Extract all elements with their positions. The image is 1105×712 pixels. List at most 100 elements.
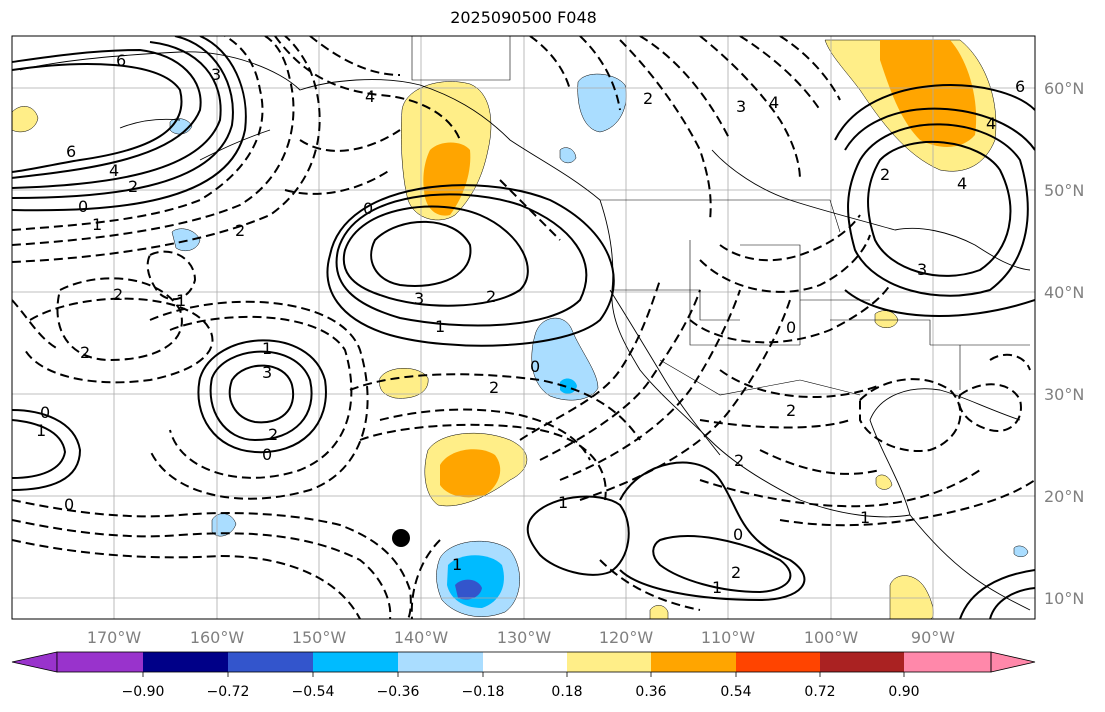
contour-label: 1 — [712, 578, 722, 597]
colorbar-segment — [567, 652, 651, 672]
contour-label: 2 — [880, 165, 890, 184]
lon-label-110w: 110°W — [701, 628, 756, 647]
colorbar-tick-label: −0.54 — [292, 684, 335, 700]
contour-label: 3 — [736, 97, 746, 116]
colorbar-tick-label: 0.36 — [635, 684, 666, 700]
contour-label: 0 — [530, 357, 540, 376]
colorbar-segment — [313, 652, 398, 672]
contour-label: 3 — [917, 260, 927, 279]
colorbar-extend-high — [990, 651, 1036, 673]
colorbar-tick-label: −0.18 — [462, 684, 505, 700]
contour-label: 1 — [435, 317, 445, 336]
lon-label-140w: 140°W — [394, 628, 449, 647]
colorbar-segment — [651, 652, 736, 672]
shade-yellow-small-4 — [875, 474, 893, 490]
colorbar-tick-label: −0.90 — [122, 684, 165, 700]
colorbar-segment — [398, 652, 483, 672]
contour-label: 3 — [414, 289, 424, 308]
contour-label: 2 — [731, 563, 741, 582]
lat-label-10n: 10°N — [1044, 589, 1084, 608]
contour-label: 0 — [78, 197, 88, 216]
lon-label-170w: 170°W — [87, 628, 142, 647]
shade-blue-small-1 — [171, 228, 201, 251]
colorbar-tick-label: 0.72 — [804, 684, 835, 700]
contour-label: 0 — [786, 318, 796, 337]
contour-label: 1 — [92, 215, 102, 234]
contour-label: 2 — [734, 451, 744, 470]
shade-blue-small-5 — [1013, 545, 1029, 557]
coastlines — [19, 51, 1031, 611]
contour-label: 2 — [113, 285, 123, 304]
contour-label: 2 — [80, 343, 90, 362]
lon-label-90w: 90°W — [911, 628, 955, 647]
contour-label: 0 — [733, 525, 743, 544]
storm-center-marker — [392, 529, 410, 547]
shade-blue-small-4 — [559, 147, 577, 164]
colorbar-segment — [736, 652, 820, 672]
shade-royal-tropic — [455, 579, 482, 600]
contour-label: 4 — [365, 87, 375, 106]
dashed-contours — [12, 36, 1035, 619]
contour-label: 2 — [268, 425, 278, 444]
map-frame — [11, 35, 1036, 620]
map-title: 2025090500 F048 — [450, 8, 597, 27]
contour-label: 1 — [452, 555, 462, 574]
shade-yellow-small-2 — [12, 106, 39, 133]
colorbar-segment — [820, 652, 904, 672]
contour-label: 2 — [643, 89, 653, 108]
shaded-anomalies — [12, 39, 1029, 619]
contour-label: 1 — [36, 421, 46, 440]
colorbar-ticks — [142, 672, 905, 677]
longitude-labels: 170°W 160°W 150°W 140°W 130°W 120°W 110°… — [87, 628, 955, 647]
contour-label: 6 — [116, 51, 126, 70]
contour-label: 0 — [64, 495, 74, 514]
contour-label: 3 — [262, 363, 272, 382]
lon-label-160w: 160°W — [190, 628, 245, 647]
contour-label: 0 — [262, 445, 272, 464]
contour-label: 4 — [957, 174, 967, 193]
contour-labels: 6 4 2 0 1 3 6 4 3 2 1 0 2 1 3 2 1 0 2 0 … — [36, 51, 1025, 597]
colorbar-tick-label: 0.18 — [551, 684, 582, 700]
gridlines — [12, 36, 1035, 619]
colorbar-segment — [904, 652, 991, 672]
lon-label-100w: 100°W — [804, 628, 859, 647]
colorbar-tick-label: 0.54 — [720, 684, 751, 700]
colorbar-extend-low — [11, 651, 58, 673]
lat-label-30n: 30°N — [1044, 385, 1084, 404]
contour-label: 2 — [128, 177, 138, 196]
contour-label: 2 — [786, 401, 796, 420]
latitude-labels: 60°N 50°N 40°N 30°N 20°N 10°N — [1044, 79, 1084, 608]
lat-label-40n: 40°N — [1044, 283, 1084, 302]
lon-label-130w: 130°W — [497, 628, 552, 647]
colorbar-segment — [57, 652, 143, 672]
contour-label: 4 — [109, 161, 119, 180]
colorbar-tick-label: −0.36 — [377, 684, 420, 700]
contour-label: 4 — [769, 93, 779, 112]
lat-label-20n: 20°N — [1044, 487, 1084, 506]
political-borders — [411, 36, 1030, 396]
lon-label-120w: 120°W — [599, 628, 654, 647]
contour-label: 6 — [1015, 77, 1025, 96]
map-background — [12, 36, 1035, 619]
lat-label-60n: 60°N — [1044, 79, 1084, 98]
colorbar-outline — [56, 651, 992, 673]
colorbar-tick-label: 0.90 — [888, 684, 919, 700]
contour-label: 3 — [211, 65, 221, 84]
shade-orange-alaska-coast — [423, 142, 471, 216]
contour-label: 1 — [262, 339, 272, 358]
contour-label: 4 — [986, 114, 996, 133]
shade-orange-subtropic — [440, 449, 501, 498]
colorbar-tick-label: −0.72 — [207, 684, 250, 700]
lon-label-150w: 150°W — [292, 628, 347, 647]
contour-label: 0 — [40, 403, 50, 422]
contour-label: 0 — [363, 199, 373, 218]
colorbar: −0.90 −0.72 −0.54 −0.36 −0.18 0.18 0.36 … — [11, 651, 1036, 700]
contour-label: 2 — [486, 287, 496, 306]
solid-contours — [12, 36, 1035, 619]
contour-label: 1 — [558, 493, 568, 512]
contour-label: 2 — [235, 221, 245, 240]
shade-blue-small-3 — [211, 513, 237, 537]
colorbar-segment — [143, 652, 228, 672]
colorbar-segment — [483, 652, 567, 672]
